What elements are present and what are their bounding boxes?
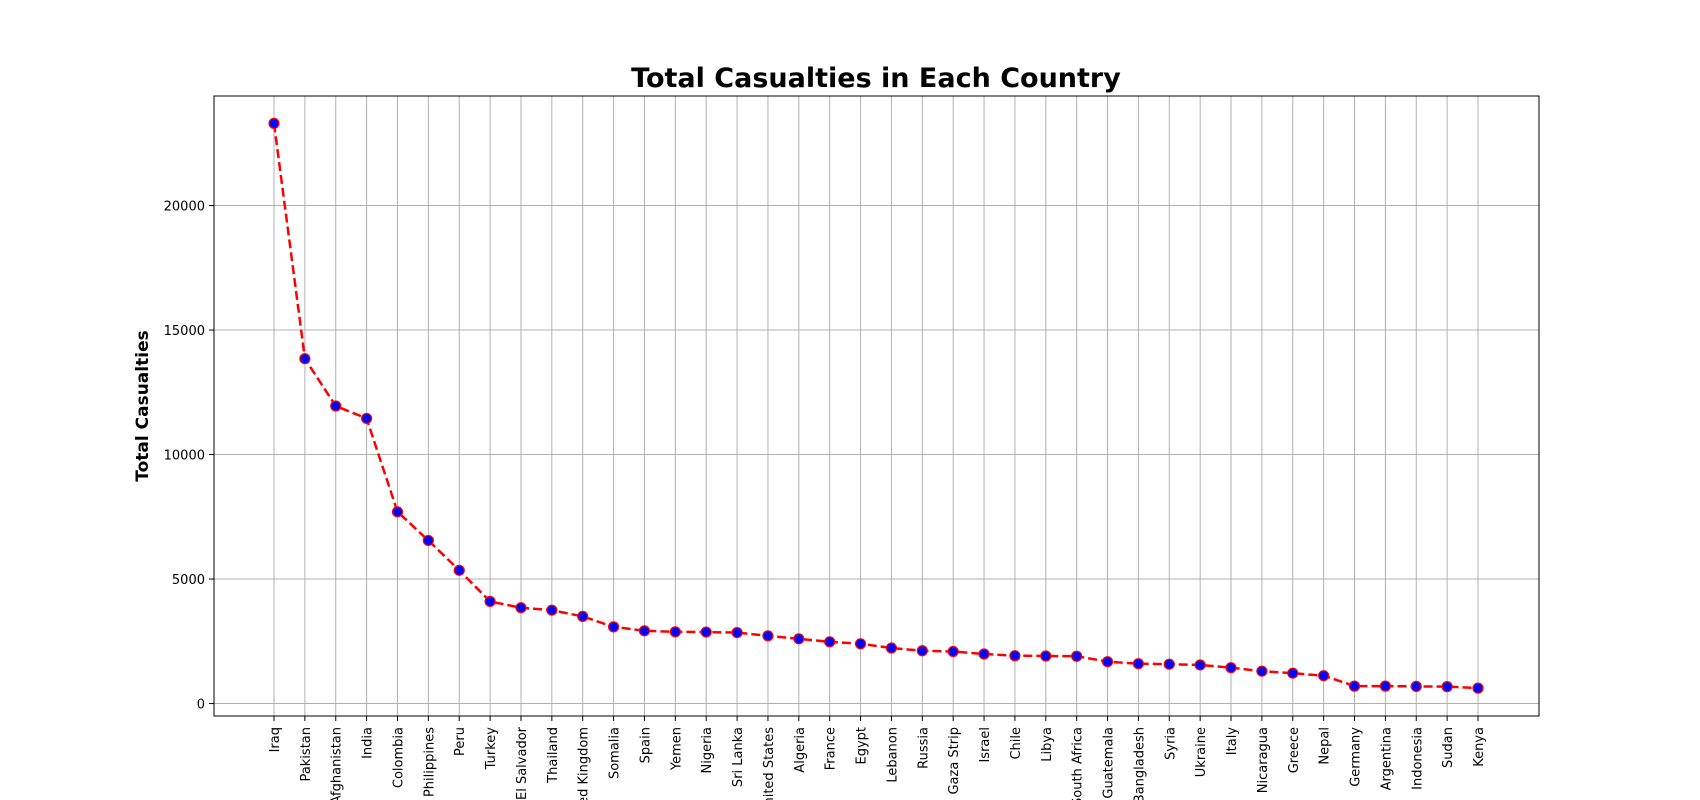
data-point bbox=[546, 604, 558, 616]
x-tick-label: Nicaragua bbox=[1256, 727, 1271, 793]
data-point bbox=[1194, 659, 1206, 671]
x-tick-label: Peru bbox=[453, 727, 468, 756]
x-tick-label: Italy bbox=[1225, 727, 1240, 756]
x-tick-label: Thailand bbox=[546, 727, 561, 784]
grid-lines bbox=[214, 96, 1539, 716]
x-tick-label: Sudan bbox=[1441, 727, 1456, 768]
data-point bbox=[947, 645, 959, 658]
data-point bbox=[1101, 656, 1114, 668]
x-tick-label: Yemen bbox=[669, 727, 684, 771]
data-point bbox=[1318, 670, 1330, 682]
y-axis-ticks: 0 5000 10000 15000 20000 bbox=[164, 200, 214, 713]
data-point bbox=[1009, 650, 1021, 662]
data-point bbox=[361, 412, 373, 425]
data-point bbox=[978, 648, 990, 660]
x-tick-label: Indonesia bbox=[1410, 727, 1425, 790]
x-tick-label: France bbox=[824, 727, 839, 770]
data-point bbox=[1379, 680, 1391, 692]
x-tick-label: Turkey bbox=[484, 727, 499, 771]
data-point bbox=[515, 602, 527, 614]
data-point bbox=[916, 645, 928, 657]
chart-title: Total Casualties in Each Country bbox=[631, 63, 1121, 94]
data-point bbox=[484, 595, 496, 608]
x-tick-label: Lebanon bbox=[885, 727, 900, 783]
x-tick-label: Iraq bbox=[268, 727, 283, 752]
y-tick-label: 20000 bbox=[164, 200, 205, 215]
x-tick-label: Nepal bbox=[1318, 727, 1333, 765]
y-tick-label: 0 bbox=[197, 698, 205, 713]
x-tick-label: United States bbox=[762, 727, 777, 800]
data-point bbox=[1225, 662, 1237, 674]
x-tick-label: Syria bbox=[1163, 727, 1178, 760]
x-tick-label: Libya bbox=[1040, 727, 1055, 762]
series-line-group bbox=[272, 123, 1479, 690]
data-point bbox=[854, 638, 867, 650]
plot-area-frame bbox=[213, 95, 1540, 717]
x-tick-label: Sri Lanka bbox=[731, 727, 746, 787]
data-point bbox=[1071, 650, 1083, 662]
x-tick-label: El Salvador bbox=[515, 726, 530, 800]
data-point bbox=[1163, 658, 1175, 670]
data-point bbox=[824, 636, 836, 648]
data-point bbox=[607, 621, 620, 633]
data-point bbox=[1132, 658, 1145, 670]
x-axis-ticks: Iraq Pakistan Afghanistan India Colombia Phil… bbox=[268, 716, 1487, 800]
x-tick-label: Colombia bbox=[391, 727, 406, 788]
data-point bbox=[391, 506, 404, 518]
series-line bbox=[272, 123, 1479, 690]
data-point bbox=[762, 630, 774, 642]
data-point bbox=[885, 642, 898, 654]
x-tick-label: Algeria bbox=[793, 727, 808, 773]
data-points bbox=[268, 117, 1484, 694]
data-point bbox=[268, 117, 280, 129]
x-tick-label: Bangladesh bbox=[1132, 727, 1147, 800]
x-tick-label: Russia bbox=[916, 727, 931, 769]
data-point bbox=[1287, 667, 1299, 679]
x-tick-label: Spain bbox=[638, 727, 653, 763]
x-tick-label: Gaza Strip bbox=[947, 727, 962, 795]
x-tick-label: Ukraine bbox=[1194, 727, 1209, 777]
x-tick-label: Kenya bbox=[1472, 727, 1487, 767]
y-tick-label: 15000 bbox=[164, 324, 205, 339]
x-tick-label: United Kingdom bbox=[577, 727, 592, 800]
x-tick-label: Egypt bbox=[855, 727, 870, 765]
data-point bbox=[638, 625, 651, 637]
x-tick-label: Israel bbox=[978, 727, 993, 763]
x-tick-label: Germany bbox=[1349, 727, 1364, 787]
data-point bbox=[700, 626, 712, 638]
data-point bbox=[577, 610, 589, 623]
data-point bbox=[1040, 650, 1052, 662]
x-tick-label: Guatemala bbox=[1102, 727, 1117, 799]
data-point bbox=[422, 534, 434, 547]
x-tick-label: Nigeria bbox=[700, 727, 715, 774]
data-point bbox=[453, 564, 465, 576]
data-point bbox=[1472, 682, 1484, 694]
data-point bbox=[669, 626, 681, 638]
data-point bbox=[731, 626, 743, 639]
x-tick-label: South Africa bbox=[1071, 727, 1086, 800]
x-tick-label: India bbox=[361, 727, 376, 759]
x-tick-label: Philippines bbox=[422, 727, 437, 797]
x-tick-label: Afghanistan bbox=[330, 727, 345, 800]
y-tick-label: 5000 bbox=[172, 573, 205, 588]
x-tick-label: Somalia bbox=[608, 727, 623, 779]
x-tick-label: Argentina bbox=[1379, 727, 1394, 790]
data-point bbox=[1410, 680, 1422, 692]
x-tick-label: Pakistan bbox=[299, 727, 314, 781]
data-point bbox=[1256, 665, 1268, 677]
y-tick-label: 10000 bbox=[164, 449, 205, 464]
y-axis-label: Total Casualties bbox=[133, 330, 153, 481]
x-tick-label: Greece bbox=[1287, 727, 1302, 773]
data-point bbox=[1441, 681, 1453, 693]
data-point bbox=[330, 400, 342, 412]
data-point bbox=[299, 353, 311, 365]
data-point bbox=[1348, 680, 1361, 692]
data-point bbox=[793, 633, 805, 645]
x-tick-label: Chile bbox=[1009, 727, 1024, 760]
